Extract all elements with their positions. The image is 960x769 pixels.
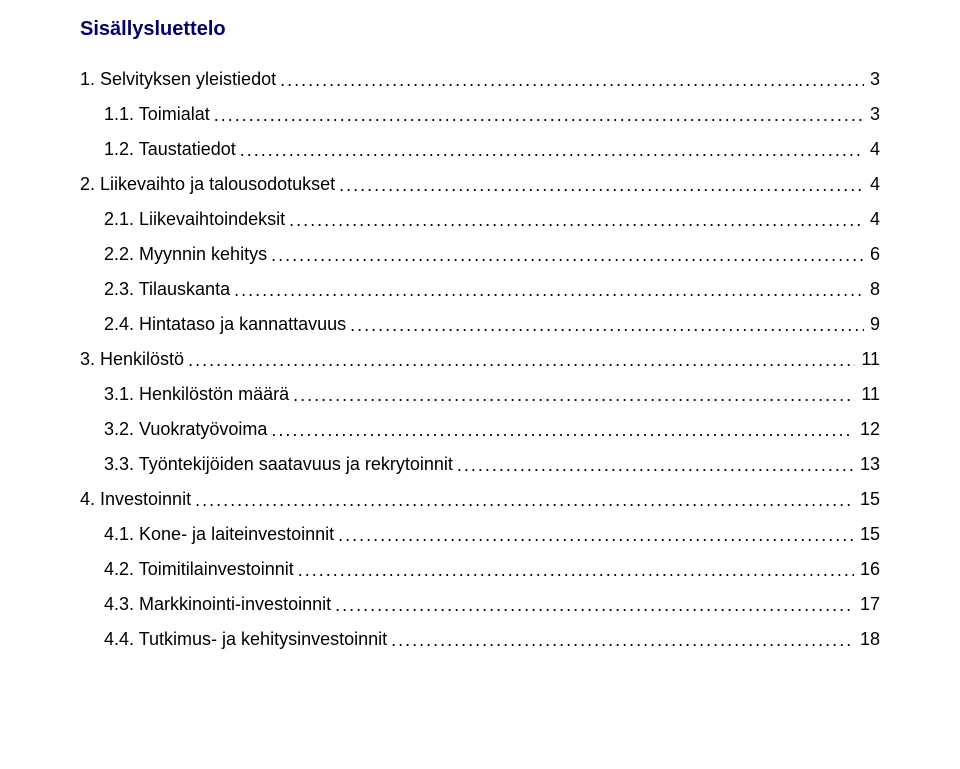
toc-entry-page: 12 (854, 419, 880, 440)
toc-entry: 2. Liikevaihto ja talousodotukset 4 (80, 174, 880, 195)
toc-leader (338, 525, 854, 546)
toc-entry: 4.2. Toimitilainvestoinnit 16 (80, 559, 880, 580)
toc-entry-label: 3.3. Työntekijöiden saatavuus ja rekryto… (104, 454, 457, 475)
toc-entry-label: 1. Selvityksen yleistiedot (80, 69, 280, 90)
toc-leader (293, 385, 855, 406)
toc-entry-label: 2.1. Liikevaihtoindeksit (104, 209, 289, 230)
toc-entry: 4.1. Kone- ja laiteinvestoinnit 15 (80, 524, 880, 545)
toc-entry-label: 1.2. Taustatiedot (104, 139, 240, 160)
toc-entry-label: 4.4. Tutkimus- ja kehitysinvestoinnit (104, 629, 391, 650)
toc-entry-label: 1.1. Toimialat (104, 104, 214, 125)
toc-leader (188, 350, 855, 371)
toc-entry-label: 4.2. Toimitilainvestoinnit (104, 559, 298, 580)
toc-leader (350, 315, 864, 336)
toc-entry: 3.2. Vuokratyövoima 12 (80, 419, 880, 440)
toc-leader (457, 455, 854, 476)
toc-entry-page: 11 (855, 384, 880, 405)
toc-entry: 4.3. Markkinointi-investoinnit 17 (80, 594, 880, 615)
toc-entry: 1.2. Taustatiedot 4 (80, 139, 880, 160)
toc-entry: 3. Henkilöstö 11 (80, 349, 880, 370)
toc-entry-label: 2.2. Myynnin kehitys (104, 244, 271, 265)
toc-leader (391, 630, 854, 651)
toc-leader (271, 245, 864, 266)
toc-entry-page: 4 (864, 139, 880, 160)
toc-leader (271, 420, 854, 441)
toc-entry-label: 4.1. Kone- ja laiteinvestoinnit (104, 524, 338, 545)
toc-entry: 2.4. Hintataso ja kannattavuus 9 (80, 314, 880, 335)
toc-entry: 4. Investoinnit 15 (80, 489, 880, 510)
toc-leader (240, 140, 864, 161)
toc-entry-page: 3 (864, 69, 880, 90)
toc-entry: 4.4. Tutkimus- ja kehitysinvestoinnit 18 (80, 629, 880, 650)
toc-entry: 2.3. Tilauskanta 8 (80, 279, 880, 300)
toc-entry-page: 4 (864, 209, 880, 230)
toc-entry-page: 15 (854, 489, 880, 510)
toc-entry: 3.3. Työntekijöiden saatavuus ja rekryto… (80, 454, 880, 475)
toc-entry-page: 18 (854, 629, 880, 650)
toc-entry-label: 3.2. Vuokratyövoima (104, 419, 271, 440)
toc-entry-label: 4.3. Markkinointi-investoinnit (104, 594, 335, 615)
toc-entry-page: 15 (854, 524, 880, 545)
toc-leader (339, 175, 864, 196)
toc-entry-page: 8 (864, 279, 880, 300)
document-page: Sisällysluettelo 1. Selvityksen yleistie… (0, 0, 960, 650)
toc-entry-page: 13 (854, 454, 880, 475)
toc-entry: 1. Selvityksen yleistiedot 3 (80, 69, 880, 90)
toc-entry: 2.1. Liikevaihtoindeksit 4 (80, 209, 880, 230)
toc-entry-page: 6 (864, 244, 880, 265)
toc-list: 1. Selvityksen yleistiedot31.1. Toimiala… (80, 69, 880, 650)
toc-entry-label: 2.3. Tilauskanta (104, 279, 234, 300)
toc-entry-label: 2.4. Hintataso ja kannattavuus (104, 314, 350, 335)
toc-leader (289, 210, 864, 231)
toc-leader (234, 280, 864, 301)
toc-leader (335, 595, 854, 616)
toc-entry-label: 2. Liikevaihto ja talousodotukset (80, 174, 339, 195)
toc-leader (298, 560, 854, 581)
toc-entry-page: 3 (864, 104, 880, 125)
toc-leader (214, 105, 864, 126)
toc-entry-label: 4. Investoinnit (80, 489, 195, 510)
toc-entry: 3.1. Henkilöstön määrä 11 (80, 384, 880, 405)
toc-leader (195, 490, 854, 511)
toc-entry: 1.1. Toimialat 3 (80, 104, 880, 125)
toc-entry-page: 17 (854, 594, 880, 615)
toc-entry-label: 3.1. Henkilöstön määrä (104, 384, 293, 405)
toc-entry-page: 11 (855, 349, 880, 370)
toc-entry: 2.2. Myynnin kehitys 6 (80, 244, 880, 265)
toc-leader (280, 70, 864, 91)
toc-entry-label: 3. Henkilöstö (80, 349, 188, 370)
toc-entry-page: 4 (864, 174, 880, 195)
toc-entry-page: 9 (864, 314, 880, 335)
toc-entry-page: 16 (854, 559, 880, 580)
toc-title: Sisällysluettelo (80, 18, 880, 41)
